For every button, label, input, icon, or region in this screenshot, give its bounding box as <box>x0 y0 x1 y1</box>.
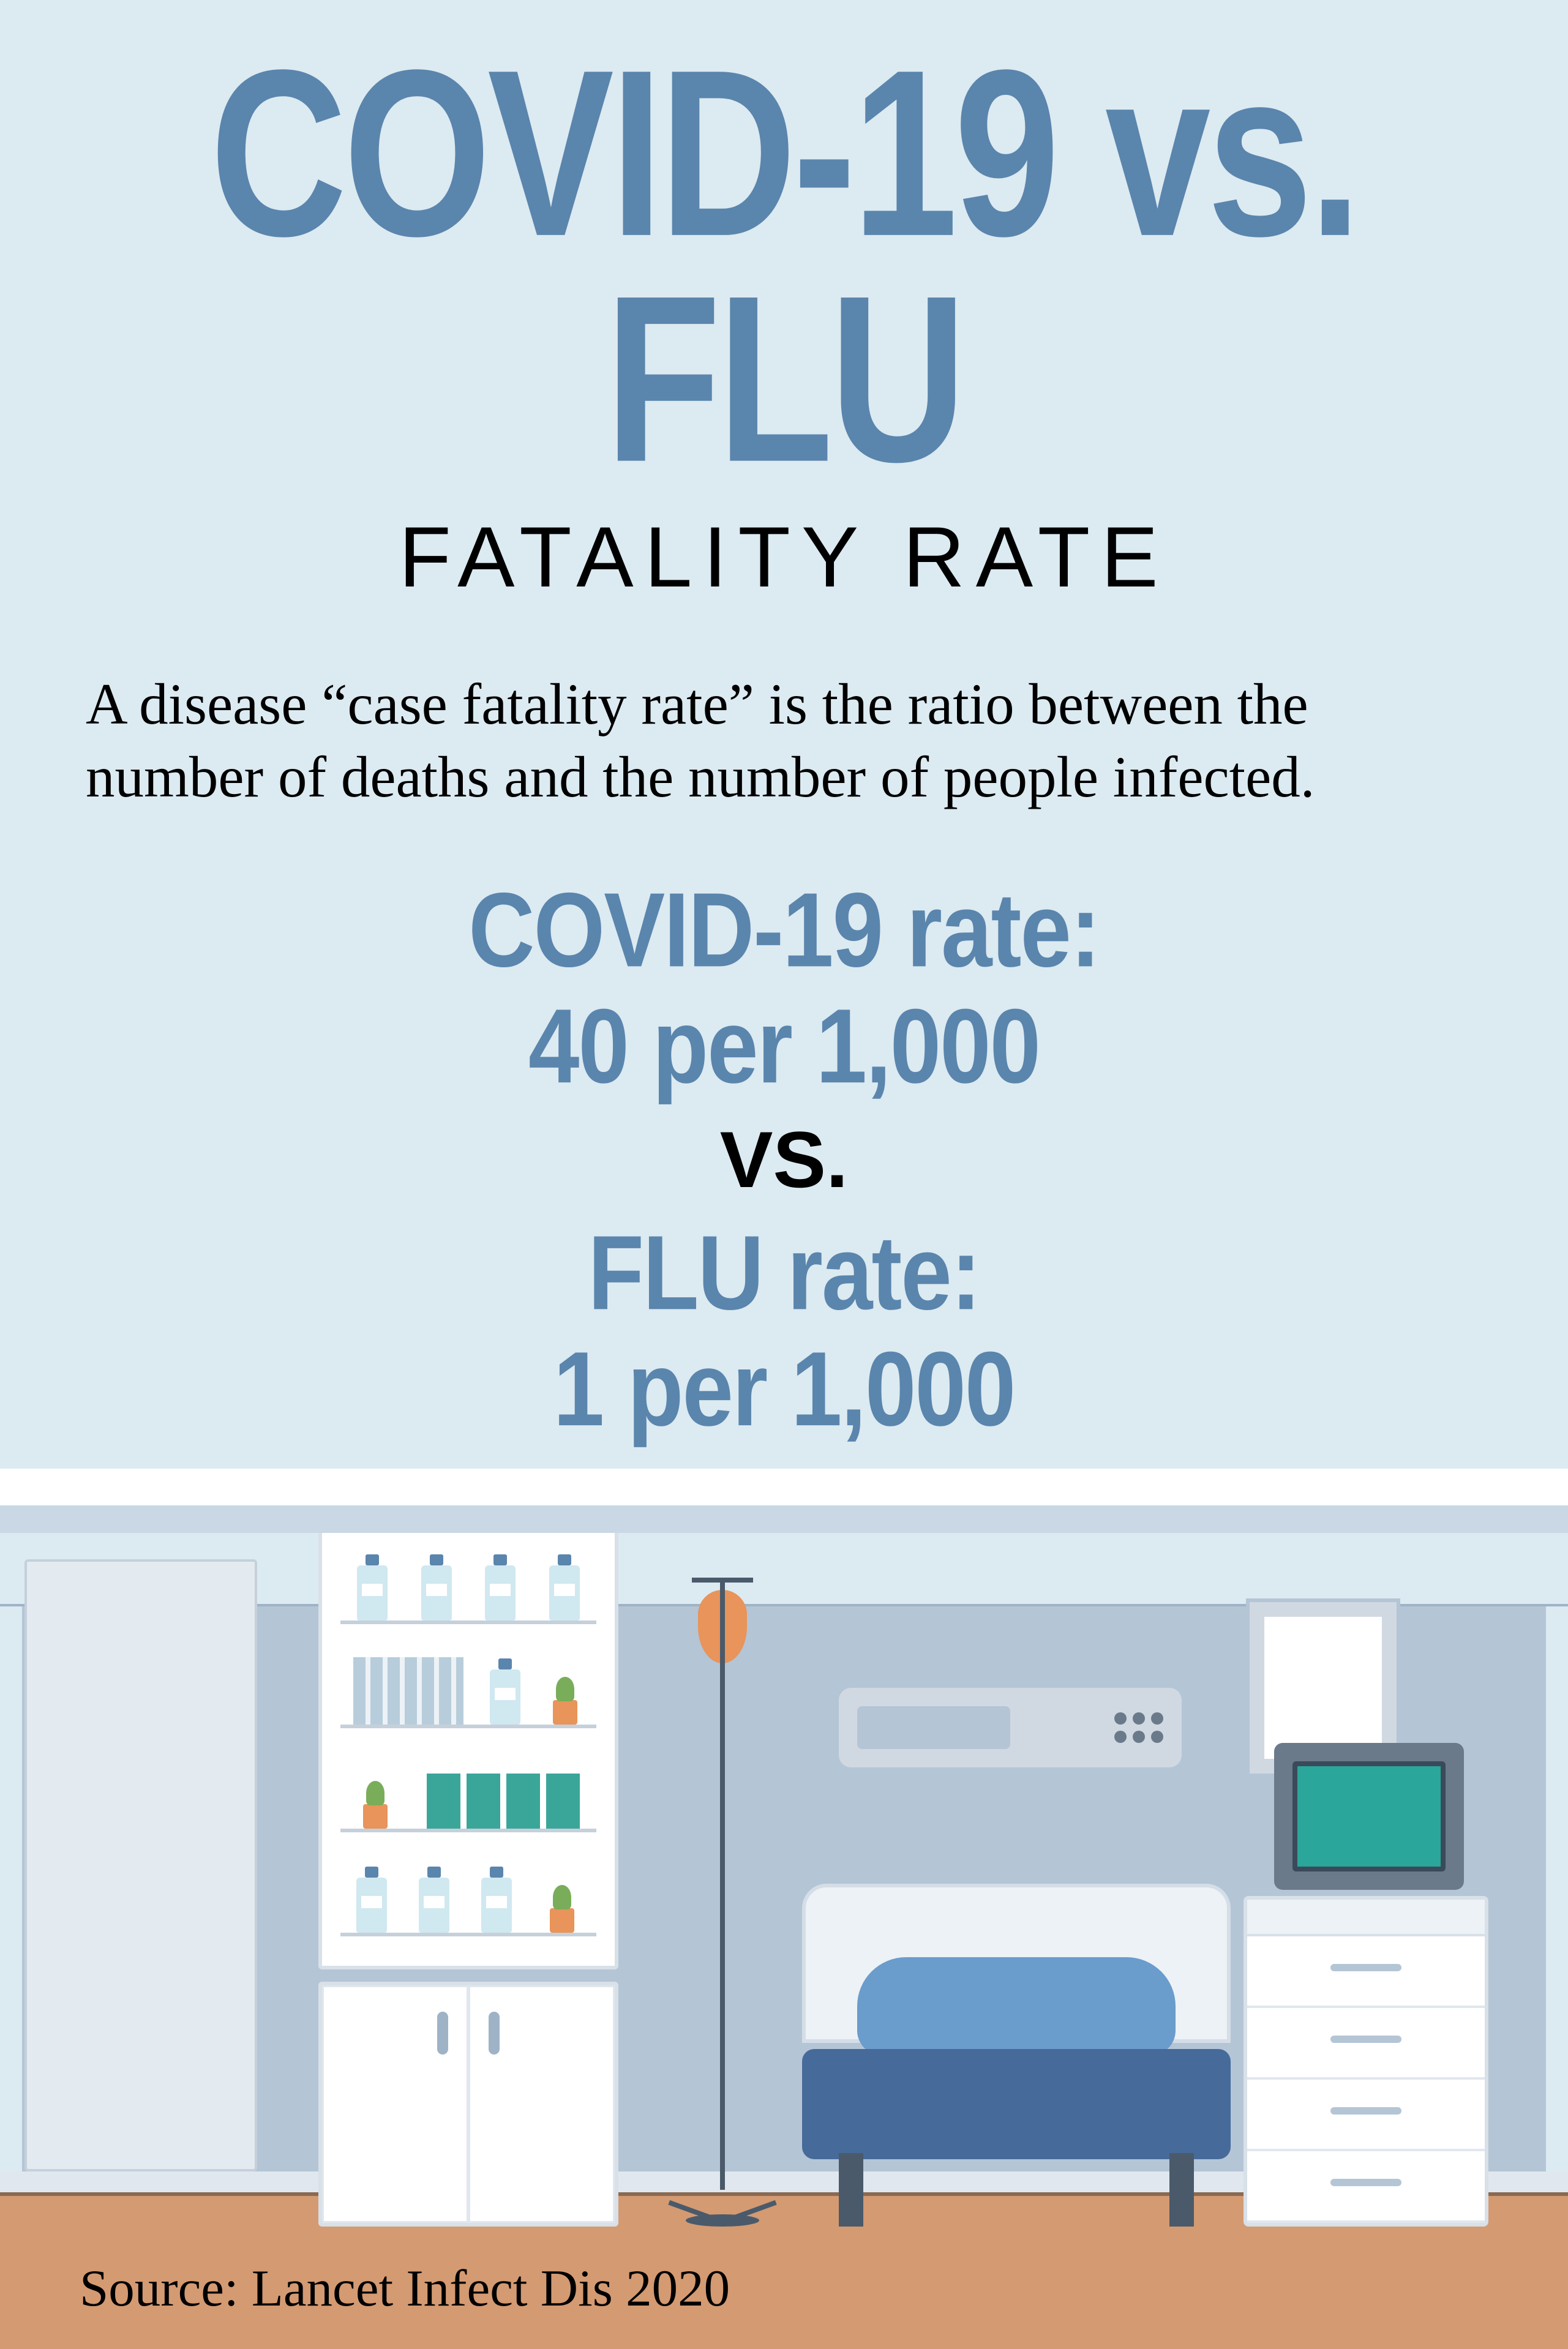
shelf-row <box>340 1636 596 1728</box>
panel-screen <box>857 1706 1010 1749</box>
door-icon <box>24 1559 257 2171</box>
header-section: COVID-19 vs. FLU FATALITY RATE A disease… <box>0 0 1568 1469</box>
plant-icon <box>544 1884 580 1933</box>
vs-label: VS. <box>73 1114 1495 1205</box>
shelf-row <box>340 1740 596 1832</box>
shelf-row <box>340 1845 596 1936</box>
drawer-icon <box>1247 2151 1485 2223</box>
bottle-icon <box>357 1565 388 1620</box>
monitor-icon <box>1274 1743 1464 1890</box>
bottle-icon <box>481 1878 512 1933</box>
monitor-screen <box>1292 1761 1446 1871</box>
divider-gray <box>0 1505 1568 1533</box>
covid-rate-value: 40 per 1,000 <box>73 988 1495 1104</box>
covid-rate-block: COVID-19 rate: 40 per 1,000 <box>73 872 1495 1104</box>
panel-dots <box>1114 1712 1163 1743</box>
pillow-icon <box>857 1957 1176 2055</box>
flu-rate-label: FLU rate: <box>73 1215 1495 1331</box>
hospital-bed-icon <box>802 1884 1231 2227</box>
bottle-icon <box>421 1565 452 1620</box>
books-icon <box>353 1657 463 1725</box>
box-row <box>427 1774 580 1829</box>
drawer-icon <box>1247 2080 1485 2151</box>
covid-rate-label: COVID-19 rate: <box>73 872 1495 988</box>
flu-rate-value: 1 per 1,000 <box>73 1331 1495 1447</box>
dot-icon <box>1114 1731 1127 1743</box>
dot-icon <box>1151 1712 1163 1725</box>
iv-pole <box>720 1578 725 2190</box>
box-icon <box>467 1774 500 1829</box>
mattress <box>802 2049 1231 2159</box>
dot-icon <box>1114 1712 1127 1725</box>
infographic-page: COVID-19 vs. FLU FATALITY RATE A disease… <box>0 0 1568 2349</box>
cabinet-door-icon <box>322 1985 468 2223</box>
bottle-icon <box>356 1878 387 1933</box>
wall-edge-left <box>0 1606 22 2172</box>
bottle-icon <box>549 1565 580 1620</box>
bottle-icon <box>485 1565 516 1620</box>
bed-legs <box>839 2153 1194 2227</box>
drawer-unit-icon <box>1244 1896 1488 2227</box>
source-citation: Source: Lancet Infect Dis 2020 <box>80 2258 730 2318</box>
plant-icon <box>357 1780 394 1829</box>
box-icon <box>546 1774 580 1829</box>
subtitle: FATALITY RATE <box>73 508 1495 607</box>
shelf-row <box>340 1533 596 1625</box>
cabinet-doors <box>318 1982 618 2227</box>
cabinet-door-icon <box>468 1985 615 2223</box>
cabinet-shelves <box>318 1533 618 1970</box>
medicine-cabinet-icon <box>318 1533 618 2227</box>
flu-rate-block: FLU rate: 1 per 1,000 <box>73 1215 1495 1447</box>
iv-base <box>686 2214 759 2227</box>
hospital-room-illustration: Source: Lancet Infect Dis 2020 <box>0 1533 1568 2349</box>
drawer-top <box>1247 1900 1485 1936</box>
dot-icon <box>1133 1731 1145 1743</box>
iv-stand-icon <box>686 1578 759 2227</box>
bottle-icon <box>490 1669 520 1725</box>
box-icon <box>427 1774 460 1829</box>
wall-panel-icon <box>839 1688 1182 1767</box>
box-icon <box>506 1774 540 1829</box>
drawer-icon <box>1247 2008 1485 2080</box>
dot-icon <box>1151 1731 1163 1743</box>
dot-icon <box>1133 1712 1145 1725</box>
divider-white <box>0 1469 1568 1505</box>
plant-icon <box>547 1676 583 1725</box>
drawer-icon <box>1247 1936 1485 2008</box>
main-title: COVID-19 vs. FLU <box>73 40 1495 491</box>
description-text: A disease “case fatality rate” is the ra… <box>73 668 1495 814</box>
bottle-icon <box>419 1878 449 1933</box>
wall-edge-right <box>1546 1606 1568 2172</box>
